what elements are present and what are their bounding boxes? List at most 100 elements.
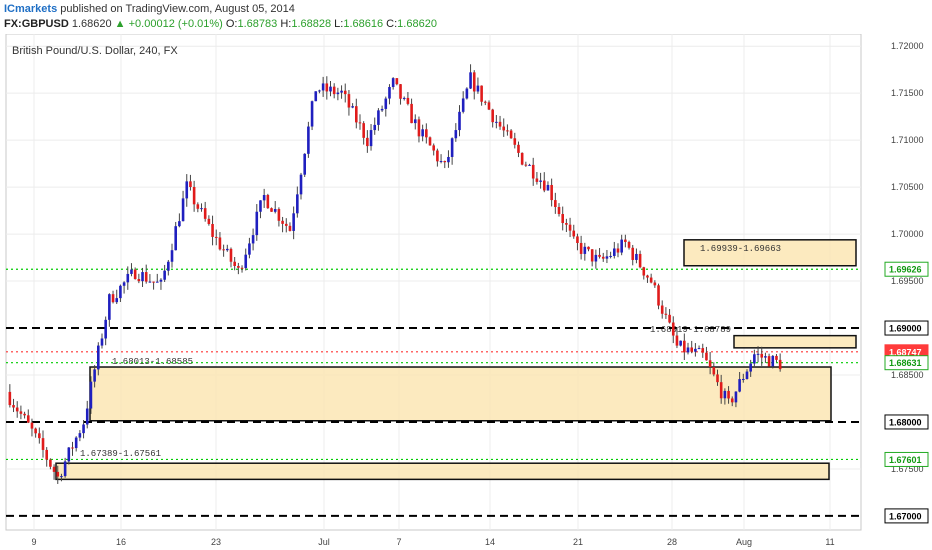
candle-body <box>126 273 130 283</box>
price-tag-box <box>884 355 929 371</box>
candle-body <box>454 130 458 139</box>
price-chart[interactable]: 1.69939-1.69663 1.68919-1.68789 1.68013-1.… <box>0 34 932 550</box>
candle-body <box>613 248 616 256</box>
candle-body <box>683 340 686 353</box>
candle-body <box>130 269 133 274</box>
candle-body <box>45 449 48 460</box>
candle-body <box>34 428 37 434</box>
candle-body <box>742 378 745 380</box>
candle-body <box>539 180 542 182</box>
candle-body <box>277 209 281 221</box>
candle-body <box>244 254 248 269</box>
candle-body <box>108 294 111 320</box>
candle-body <box>531 164 535 179</box>
candle-body <box>167 261 170 271</box>
candle-body <box>443 161 447 163</box>
y-tick-label: 1.71500 <box>891 88 924 98</box>
candle-body <box>119 285 122 299</box>
supply-demand-zone <box>683 239 857 267</box>
candle-body <box>104 319 107 339</box>
candle-body <box>697 348 701 350</box>
candle-body <box>23 413 26 416</box>
y-tick-label: 1.68500 <box>891 370 924 380</box>
candle-body <box>679 340 682 346</box>
candle-body <box>49 459 52 467</box>
candle-body <box>557 206 561 215</box>
candle-body <box>296 194 299 214</box>
candle-body <box>248 243 251 255</box>
candle-body <box>694 348 697 352</box>
supply-demand-zone <box>55 462 830 481</box>
y-tick-label: 1.71000 <box>891 135 924 145</box>
candle-body <box>82 424 85 434</box>
candle-body <box>281 220 284 224</box>
candle-body <box>660 305 664 314</box>
x-tick-label: 7 <box>396 537 401 547</box>
candle-body <box>292 213 295 231</box>
y-tick-label: 1.70000 <box>891 229 924 239</box>
price-change: +0.00012 (+0.01%) <box>128 18 223 30</box>
candle-body <box>233 261 236 266</box>
candle-body <box>627 241 631 248</box>
candle-body <box>550 184 553 201</box>
candle-body <box>214 236 218 238</box>
candle-body <box>336 92 340 95</box>
author-link[interactable]: ICmarkets <box>4 3 58 15</box>
candle-body <box>598 254 601 257</box>
candle-body <box>137 279 141 282</box>
y-tick-label: 1.67500 <box>891 464 924 474</box>
price-tag[interactable]: 1.68631 <box>884 355 929 371</box>
y-tick-label: 1.69500 <box>891 276 924 286</box>
candle-body <box>727 390 730 399</box>
candle-body <box>318 90 321 92</box>
plot-area <box>5 34 862 531</box>
candle-body <box>163 270 166 280</box>
candle-body <box>41 438 45 450</box>
candle-body <box>288 225 292 231</box>
candle-body <box>52 466 56 472</box>
candle-body <box>502 126 506 131</box>
price-tag[interactable]: 1.68000 <box>884 414 929 430</box>
candle-body <box>708 360 712 368</box>
candle-body <box>705 352 708 361</box>
candle-body <box>310 101 314 127</box>
candle-body <box>421 129 424 137</box>
candle-body <box>218 237 222 250</box>
price-tag[interactable]: 1.69626 <box>884 261 929 277</box>
price-tag-box <box>884 414 929 430</box>
candle-body <box>638 253 642 268</box>
candle-body <box>436 150 439 162</box>
candle-body <box>115 298 119 303</box>
price-tag-label: 1.68631 <box>889 358 922 368</box>
candle-body <box>528 164 531 166</box>
candle-body <box>760 353 764 358</box>
close-label: C: <box>386 18 398 30</box>
symbol-label: FX:GBPUSD <box>4 18 69 30</box>
candle-body <box>148 281 152 283</box>
price-tag[interactable]: 1.69000 <box>884 320 929 336</box>
supply-demand-zone <box>733 334 857 349</box>
candle-body <box>332 86 336 95</box>
candle-body <box>506 130 509 132</box>
x-tick-label: 11 <box>825 537 834 547</box>
candle-body <box>307 126 310 154</box>
candle-body <box>686 347 690 353</box>
candle-body <box>200 208 203 210</box>
candle-body <box>771 355 775 367</box>
candle-body <box>60 476 63 478</box>
candle-body <box>701 348 705 353</box>
price-tag[interactable]: 1.67601 <box>884 451 929 467</box>
candle-body <box>12 405 15 408</box>
candle-body <box>439 161 443 163</box>
quote-line: FX:GBPUSD 1.68620 ▲ +0.00012 (+0.01%) O:… <box>4 18 437 30</box>
candle-body <box>723 390 727 399</box>
price-tag[interactable]: 1.67000 <box>884 508 929 524</box>
candle-body <box>251 235 255 244</box>
candle-body <box>447 156 450 163</box>
candle-body <box>93 369 96 382</box>
candle-body <box>388 86 391 99</box>
zone-label: 1.67389-1.67561 <box>80 449 161 459</box>
candle-body <box>237 265 240 268</box>
candle-body <box>535 178 539 182</box>
candle-body <box>609 255 612 257</box>
